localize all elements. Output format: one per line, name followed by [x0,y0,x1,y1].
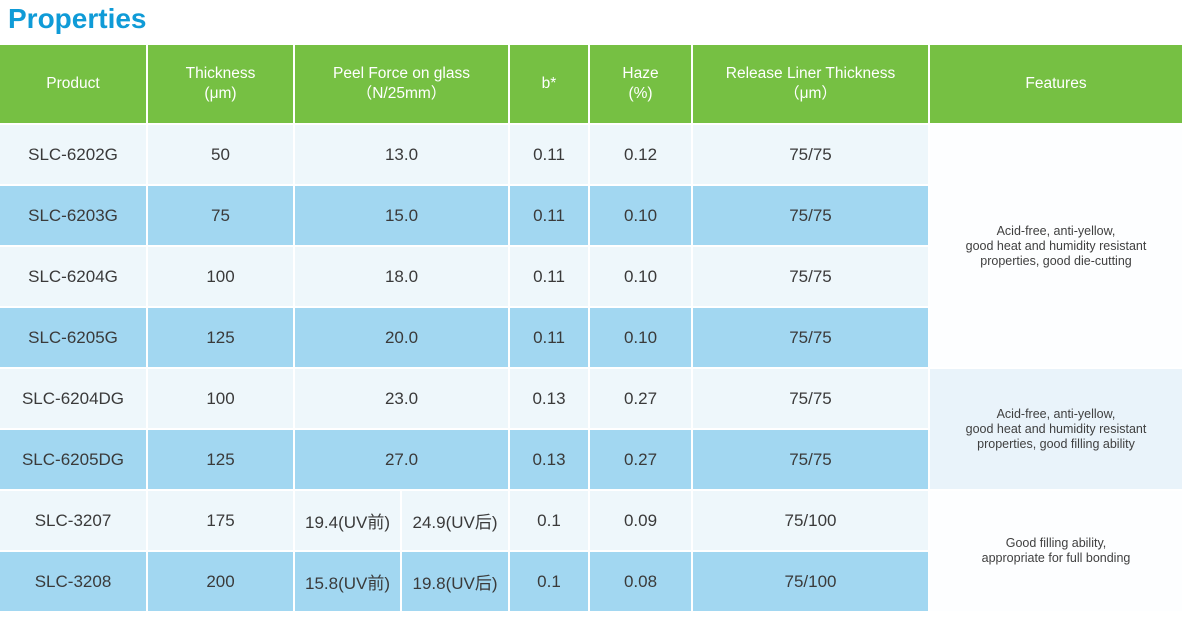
cell-b-star: 0.1 [510,491,588,550]
features-group2-line3: properties, good filling ability [977,436,1135,451]
col-header-haze-line1: Haze [622,64,659,82]
cell-peel-force: 23.0 [295,369,508,428]
cell-release-liner: 75/75 [693,247,928,306]
col-header-release-liner: Release Liner Thickness （μm） [693,45,928,123]
header-row: Product Thickness (μm) Peel Force on gla… [0,45,1182,123]
cell-b-star: 0.1 [510,552,588,611]
features-group1-line1: Acid-free, anti-yellow, [996,223,1116,238]
col-header-peel-line2: （N/25mm） [356,85,447,102]
cell-thickness: 100 [148,247,293,306]
table-row: SLC-6204DG 100 23.0 0.13 0.27 75/75 Acid… [0,369,1182,489]
table-row: SLC-6204G 100 18.0 0.11 0.10 75/75 [0,247,1182,306]
cell-peel-force: 15.0 [295,186,508,245]
cell-thickness: 125 [148,308,293,367]
cell-b-star: 0.13 [510,430,588,489]
col-header-thickness: Thickness (μm) [148,45,293,123]
col-header-haze-line2: (%) [628,85,653,102]
features-group1-line2: good heat and humidity resistant [965,238,1147,253]
page-title: Properties [8,3,147,34]
cell-haze: 0.10 [590,247,691,306]
cell-thickness: 125 [148,430,293,489]
cell-product: SLC-6204G [0,247,146,306]
table-row: SLC-3208 200 15.8(UV前) 19.8(UV后) 0.1 0.0… [0,552,1182,611]
cell-thickness: 50 [148,125,293,184]
col-header-peel-force: Peel Force on glass （N/25mm） [295,45,508,123]
cell-product: SLC-6205G [0,308,146,367]
table-row: SLC-6205G 125 20.0 0.11 0.10 75/75 [0,308,1182,367]
cell-release-liner: 75/75 [693,369,928,428]
cell-peel-force-uv-before: 15.8(UV前) [295,552,400,611]
col-header-thickness-line1: Thickness [185,64,256,82]
cell-product: SLC-6205DG [0,430,146,489]
cell-thickness: 75 [148,186,293,245]
table-row: SLC-6203G 75 15.0 0.11 0.10 75/75 [0,186,1182,245]
cell-release-liner: 75/100 [693,491,928,550]
cell-thickness: 200 [148,552,293,611]
cell-haze: 0.12 [590,125,691,184]
cell-haze: 0.10 [590,308,691,367]
cell-peel-force-uv-after: 19.8(UV后) [402,552,508,611]
cell-release-liner: 75/100 [693,552,928,611]
cell-peel-force: 20.0 [295,308,508,367]
cell-product: SLC-6204DG [0,369,146,428]
col-header-release-line1: Release Liner Thickness [725,64,896,82]
col-header-haze: Haze (%) [590,45,691,123]
properties-table: Product Thickness (μm) Peel Force on gla… [0,43,1184,613]
col-header-features: Features [930,45,1182,123]
cell-peel-force-uv-before: 19.4(UV前) [295,491,400,550]
table-row: SLC-3207 175 19.4(UV前) 24.9(UV后) 0.1 0.0… [0,491,1182,611]
cell-release-liner: 75/75 [693,430,928,489]
cell-b-star: 0.11 [510,247,588,306]
cell-thickness: 100 [148,369,293,428]
cell-haze: 0.27 [590,430,691,489]
cell-peel-force: 13.0 [295,125,508,184]
cell-release-liner: 75/75 [693,308,928,367]
col-header-thickness-line2: (μm) [204,85,237,102]
cell-features-group1: Acid-free, anti-yellow, good heat and hu… [930,125,1182,367]
table-row: SLC-6205DG 125 27.0 0.13 0.27 75/75 [0,430,1182,489]
cell-haze: 0.09 [590,491,691,550]
cell-haze: 0.10 [590,186,691,245]
col-header-release-line2: （μm） [784,85,837,102]
table-row: SLC-6202G 50 13.0 0.11 0.12 75/75 Acid-f… [0,125,1182,367]
cell-release-liner: 75/75 [693,125,928,184]
cell-peel-force: 18.0 [295,247,508,306]
features-group2-line2: good heat and humidity resistant [965,421,1147,436]
features-group3-line2: appropriate for full bonding [981,551,1131,565]
cell-peel-force: 27.0 [295,430,508,489]
col-header-product: Product [0,45,146,123]
cell-thickness: 175 [148,491,293,550]
cell-b-star: 0.13 [510,369,588,428]
cell-features-group2: Acid-free, anti-yellow, good heat and hu… [930,369,1182,489]
cell-haze: 0.08 [590,552,691,611]
features-group2-line1: Acid-free, anti-yellow, [996,406,1116,421]
cell-product: SLC-6202G [0,125,146,184]
cell-b-star: 0.11 [510,125,588,184]
cell-features-group3: Good filling ability, appropriate for fu… [930,491,1182,611]
features-group1-line3: properties, good die-cutting [980,253,1132,268]
cell-product: SLC-6203G [0,186,146,245]
cell-haze: 0.27 [590,369,691,428]
cell-product: SLC-3208 [0,552,146,611]
cell-b-star: 0.11 [510,186,588,245]
cell-product: SLC-3207 [0,491,146,550]
features-group3-line1: Good filling ability, [1005,536,1107,550]
col-header-b-star: b* [510,45,588,123]
cell-release-liner: 75/75 [693,186,928,245]
cell-peel-force-uv-after: 24.9(UV后) [402,491,508,550]
cell-b-star: 0.11 [510,308,588,367]
col-header-peel-line1: Peel Force on glass [333,64,470,82]
